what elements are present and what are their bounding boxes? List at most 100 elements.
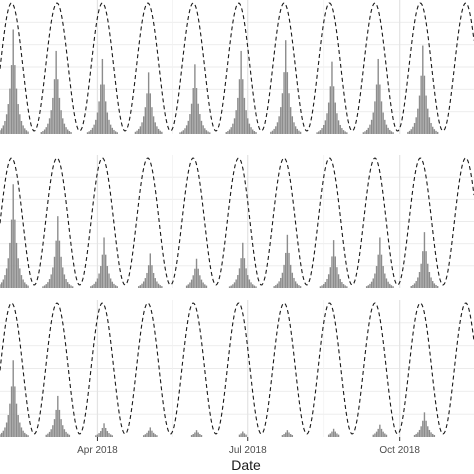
bar xyxy=(113,129,115,134)
bar xyxy=(319,286,322,288)
bar xyxy=(48,118,51,134)
bar xyxy=(420,75,422,134)
bar xyxy=(20,120,23,134)
bar xyxy=(101,254,104,288)
bar xyxy=(101,58,104,134)
bar xyxy=(289,107,292,134)
bar xyxy=(149,93,151,134)
bar xyxy=(12,360,14,437)
bar xyxy=(57,79,59,134)
bar xyxy=(63,429,66,437)
bar xyxy=(15,88,18,134)
bar xyxy=(103,237,105,288)
bar xyxy=(22,125,24,134)
bar xyxy=(152,272,155,288)
bar xyxy=(288,432,290,437)
bar xyxy=(377,254,379,288)
bar xyxy=(327,434,330,437)
bar xyxy=(332,428,335,437)
bar xyxy=(70,285,72,288)
bar xyxy=(151,107,153,134)
bar xyxy=(375,84,378,134)
bar xyxy=(200,120,203,134)
bar xyxy=(253,285,256,288)
bar xyxy=(377,58,379,134)
bar xyxy=(194,64,196,134)
x-tick-label: Oct 2018 xyxy=(379,445,420,456)
bar xyxy=(344,131,346,134)
bar xyxy=(283,434,285,437)
bar xyxy=(12,29,14,135)
bar xyxy=(342,284,345,288)
bar xyxy=(180,131,183,134)
bar xyxy=(253,131,256,134)
bar xyxy=(195,430,198,437)
bar xyxy=(382,266,384,288)
bar xyxy=(281,435,284,437)
bar xyxy=(25,434,28,437)
bar xyxy=(157,128,160,134)
bar xyxy=(68,284,71,288)
bar xyxy=(111,435,114,437)
bar xyxy=(105,254,107,288)
bar xyxy=(321,128,323,134)
bar xyxy=(139,285,142,288)
bar xyxy=(67,282,69,288)
bar xyxy=(296,283,298,288)
bar xyxy=(144,434,147,437)
bar xyxy=(375,266,378,288)
bar xyxy=(106,431,109,437)
bar xyxy=(275,285,277,288)
bar xyxy=(96,112,99,134)
bar xyxy=(189,282,191,288)
bar xyxy=(422,45,424,135)
bar xyxy=(142,116,145,134)
bar xyxy=(417,432,419,437)
bar xyxy=(114,131,117,134)
bar xyxy=(432,433,434,437)
bar xyxy=(138,286,140,288)
bar xyxy=(204,128,206,134)
bar xyxy=(341,282,343,288)
bar xyxy=(336,113,338,134)
bar xyxy=(205,130,208,134)
bar xyxy=(273,286,275,288)
bar xyxy=(293,122,295,134)
bar xyxy=(17,258,19,288)
bar xyxy=(291,116,294,134)
bar xyxy=(337,120,340,134)
bar xyxy=(436,131,439,134)
bar xyxy=(342,130,345,134)
bar xyxy=(293,277,295,288)
bar xyxy=(289,434,292,437)
bar xyxy=(243,433,246,437)
bar xyxy=(374,433,376,437)
bar xyxy=(70,132,72,134)
bar xyxy=(116,286,118,288)
bar xyxy=(43,129,46,134)
bar xyxy=(60,110,62,134)
bar xyxy=(149,427,151,437)
bar xyxy=(93,124,95,134)
bar xyxy=(109,278,112,288)
x-tick-label: Apr 2018 xyxy=(77,445,118,456)
bar xyxy=(10,65,13,134)
bar xyxy=(50,274,52,288)
bar xyxy=(43,285,46,288)
panel-2 xyxy=(0,155,474,288)
bar xyxy=(24,432,26,437)
bar xyxy=(10,386,13,437)
bar xyxy=(152,116,155,134)
bar xyxy=(379,237,381,288)
bar xyxy=(19,422,21,437)
panel-3 xyxy=(0,300,474,437)
bar xyxy=(197,268,199,288)
bar xyxy=(425,251,427,288)
bar xyxy=(184,128,186,134)
bar xyxy=(190,103,193,134)
bar xyxy=(156,126,158,134)
bar xyxy=(108,433,110,437)
bar xyxy=(58,97,61,134)
bar xyxy=(242,242,244,288)
